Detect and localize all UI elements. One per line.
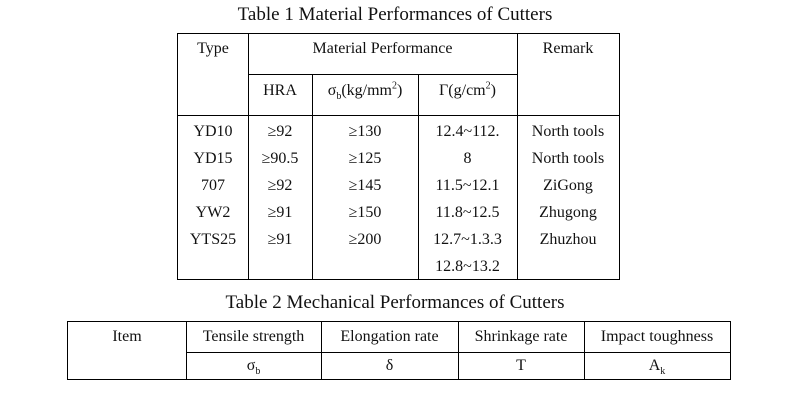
gamma-cell: 12.7~1.3.3: [433, 231, 502, 248]
impact-symbol: A: [648, 357, 661, 374]
header-elongation-rate: Elongation rate: [340, 328, 439, 345]
grid-line: [186, 322, 187, 379]
gamma-cell: 12.8~13.2: [435, 258, 500, 275]
header-sigma: σb(kg/mm2): [312, 80, 418, 103]
symbol-shrinkage: T: [516, 357, 526, 374]
gamma-unit: Γ(g/cm: [439, 82, 486, 99]
grid-line: [458, 322, 459, 379]
sigma-unit-exponent: 2: [391, 80, 397, 92]
hra-cell: ≥90.5: [261, 150, 299, 167]
remark-cell: North tools: [531, 123, 605, 140]
tensile-symbol: σ: [246, 357, 256, 374]
sigma-cell: ≥200: [348, 231, 382, 248]
gamma-cell: 8: [463, 150, 472, 167]
remark-cell: Zhugong: [539, 204, 597, 221]
grid-line: [584, 322, 585, 379]
header-type: Type: [197, 40, 229, 57]
symbol-tensile: σb: [186, 357, 321, 378]
hra-cell: ≥92: [267, 123, 293, 140]
header-gamma: Γ(g/cm2): [418, 80, 517, 100]
remark-cell: ZiGong: [543, 177, 593, 194]
sigma-unit: (kg/mm: [341, 82, 392, 99]
grid-line: [312, 74, 313, 279]
tensile-subscript: b: [255, 366, 261, 378]
sigma-subscript: b: [336, 91, 342, 103]
gamma-unit-close: ): [490, 82, 496, 99]
grid-line: [517, 34, 518, 279]
grid-line: [178, 115, 619, 116]
grid-line: [248, 34, 249, 279]
mechanical-performance-table: Item Tensile strength Elongation rate Sh…: [67, 321, 731, 380]
grid-line: [186, 352, 730, 353]
material-performance-table: Type Material Performance Remark HRA σb(…: [177, 33, 620, 280]
sigma-cell: ≥150: [348, 204, 382, 221]
header-item: Item: [112, 328, 142, 345]
symbol-impact: Ak: [584, 357, 730, 378]
type-cell: YD15: [193, 150, 233, 167]
symbol-elongation: δ: [385, 357, 394, 374]
hra-cell: ≥91: [267, 204, 293, 221]
hra-cell: ≥91: [267, 231, 293, 248]
sigma-unit-close: ): [396, 82, 403, 99]
grid-line: [248, 74, 517, 75]
header-hra: HRA: [263, 82, 297, 99]
header-shrinkage-rate: Shrinkage rate: [474, 328, 568, 345]
gamma-cell: 11.8~12.5: [435, 204, 500, 221]
grid-line: [418, 74, 419, 279]
remark-cell: Zhuzhou: [539, 231, 597, 248]
type-cell: 707: [201, 177, 225, 194]
sigma-cell: ≥125: [348, 150, 382, 167]
header-tensile-strength: Tensile strength: [202, 328, 305, 345]
type-cell: YTS25: [189, 231, 237, 248]
sigma-cell: ≥130: [348, 123, 382, 140]
sigma-cell: ≥145: [348, 177, 382, 194]
gamma-unit-exponent: 2: [485, 80, 491, 92]
impact-subscript: k: [660, 366, 666, 378]
gamma-cell: 11.5~12.1: [435, 177, 500, 194]
table2-caption: Table 2 Mechanical Performances of Cutte…: [225, 292, 565, 313]
gamma-cell: 12.4~112.: [435, 123, 500, 140]
type-cell: YD10: [193, 123, 233, 140]
hra-cell: ≥92: [267, 177, 293, 194]
type-cell: YW2: [195, 204, 231, 221]
remark-cell: North tools: [531, 150, 605, 167]
sigma-symbol: σ: [327, 82, 337, 99]
header-remark: Remark: [542, 40, 594, 57]
grid-line: [321, 322, 322, 379]
header-impact-toughness: Impact toughness: [600, 328, 714, 345]
header-material-performance: Material Performance: [312, 40, 453, 57]
table1-caption: Table 1 Material Performances of Cutters: [237, 4, 553, 25]
